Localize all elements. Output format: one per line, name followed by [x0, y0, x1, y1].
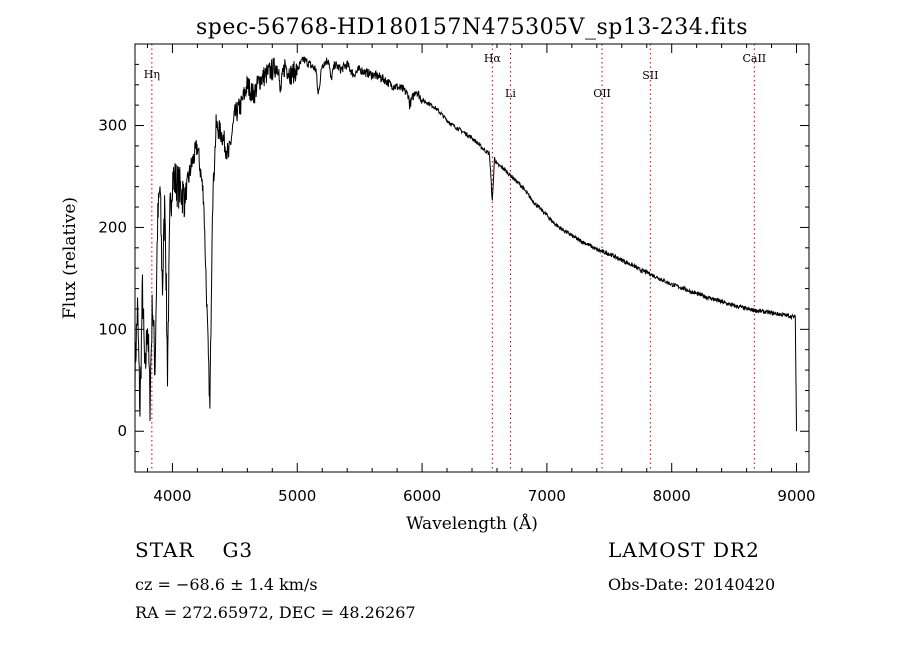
- spectrum-chart: spec-56768-HD180157N475305V_sp13-234.fit…: [60, 15, 816, 534]
- x-tick-label: 4000: [153, 487, 191, 505]
- y-tick-label: 300: [98, 117, 127, 135]
- object-type: STAR: [135, 538, 195, 562]
- object-classification: STAR G3: [135, 538, 253, 562]
- line-marker-label: SII: [642, 69, 658, 82]
- line-marker-label: OII: [593, 87, 611, 100]
- x-tick-label: 7000: [528, 487, 566, 505]
- line-marker-label: Hη: [144, 68, 160, 81]
- survey-name: LAMOST DR2: [608, 538, 760, 562]
- line-marker-label: Hα: [484, 52, 502, 65]
- y-axis-label: Flux (relative): [60, 197, 80, 319]
- x-tick-label: 6000: [403, 487, 441, 505]
- y-tick-label: 0: [117, 422, 127, 440]
- x-tick-label: 8000: [653, 487, 691, 505]
- spectrum-line: [134, 56, 797, 432]
- spectrum-series: [134, 56, 797, 432]
- ra-dec-coordinates: RA = 272.65972, DEC = 48.26267: [135, 603, 416, 622]
- observation-date: Obs-Date: 20140420: [608, 575, 776, 594]
- x-axis-ticks: 4000 5000 6000 7000 8000 9000: [146, 44, 816, 505]
- x-tick-label: 5000: [278, 487, 316, 505]
- object-subclass: G3: [222, 538, 254, 562]
- line-marker-label: CaII: [742, 52, 766, 65]
- line-marker-label: Li: [505, 87, 516, 100]
- line-markers: Hη Hα Li OII SII CaII: [144, 44, 766, 472]
- redshift-velocity: cz = −68.6 ± 1.4 km/s: [135, 575, 318, 594]
- x-tick-label: 9000: [777, 487, 815, 505]
- y-tick-label: 200: [98, 218, 127, 236]
- x-axis-label: Wavelength (Å): [406, 513, 538, 534]
- y-tick-label: 100: [98, 320, 127, 338]
- y-axis-ticks: 0 100 200 300: [98, 43, 809, 473]
- chart-title: spec-56768-HD180157N475305V_sp13-234.fit…: [196, 15, 748, 40]
